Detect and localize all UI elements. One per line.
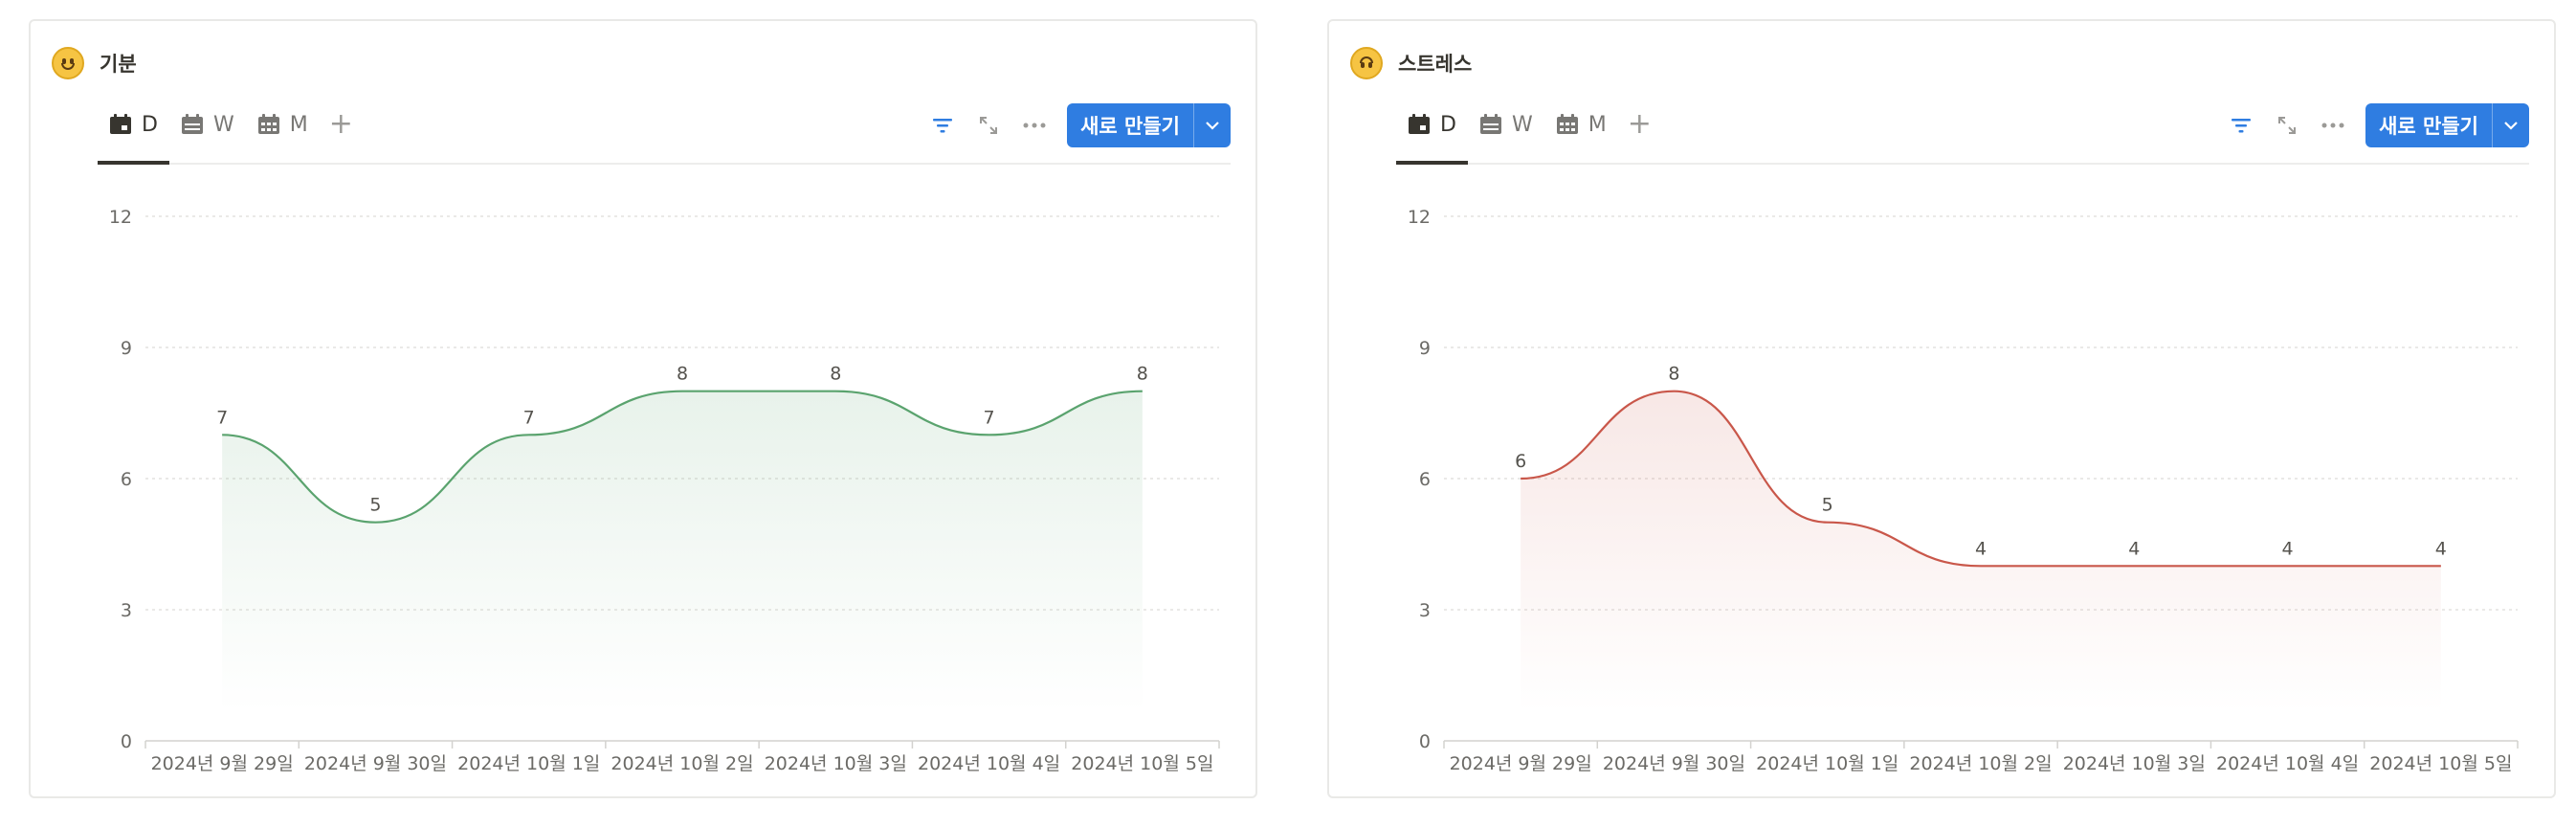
new-button-group: 새로 만들기	[2365, 103, 2529, 147]
card-header: 기분	[52, 42, 137, 84]
x-tick-label: 2024년 10월 2일	[1909, 753, 2052, 774]
x-tick-label: 2024년 10월 1일	[457, 753, 600, 774]
data-label: 8	[677, 364, 688, 385]
calendar-week-icon	[181, 114, 204, 135]
tab-month[interactable]: M	[246, 86, 320, 163]
x-tick-label: 2024년 9월 30일	[1603, 753, 1745, 774]
tab-week[interactable]: W	[169, 86, 246, 163]
card-title: 스트레스	[1398, 53, 1473, 76]
series-line	[222, 390, 1143, 524]
view-toolbar: D W M +	[1396, 86, 2529, 165]
more-options-icon[interactable]	[2312, 104, 2354, 146]
y-tick-label: 6	[121, 469, 132, 490]
data-label: 8	[1137, 364, 1148, 385]
filter-icon[interactable]	[922, 104, 964, 146]
view-tabs: D W M +	[1396, 86, 1661, 165]
calendar-day-icon	[109, 114, 132, 135]
new-button[interactable]: 새로 만들기	[1080, 115, 1180, 138]
x-tick-label: 2024년 9월 29일	[151, 753, 294, 774]
new-button[interactable]: 새로 만들기	[2379, 115, 2478, 138]
data-label: 8	[1668, 364, 1679, 385]
tab-week[interactable]: W	[1468, 86, 1544, 163]
series-area	[222, 391, 1143, 712]
stress-chart-card: 스트레스 D W M +	[1327, 19, 2556, 798]
y-tick-label: 6	[1419, 469, 1431, 490]
more-options-icon[interactable]	[1013, 104, 1055, 146]
chevron-down-icon[interactable]	[2492, 103, 2529, 147]
card-header: 스트레스	[1350, 42, 1472, 84]
y-tick-label: 12	[1408, 207, 1431, 228]
toolbar-actions: 새로 만들기	[922, 103, 1231, 147]
mood-chart-card: 기분 D W M +	[29, 19, 1257, 798]
y-tick-label: 9	[1419, 338, 1431, 359]
expand-icon[interactable]	[967, 104, 1010, 146]
chevron-down-icon[interactable]	[1193, 103, 1231, 147]
filter-icon[interactable]	[2220, 104, 2262, 146]
data-label: 8	[830, 364, 841, 385]
mood-area-chart: 0 3 6 9 12 2024년 9월 29일 2024년 9월 30일 2024년 10월 …	[109, 207, 1220, 774]
y-tick-label: 9	[121, 338, 132, 359]
x-tick-label: 2024년 9월 30일	[304, 753, 447, 774]
card-title: 기분	[100, 53, 137, 76]
tab-label: D	[1440, 112, 1456, 137]
calendar-month-icon	[257, 114, 280, 135]
tab-label: W	[212, 112, 234, 137]
add-view-button[interactable]: +	[1627, 107, 1652, 141]
data-label: 4	[2128, 538, 2140, 559]
x-tick-label: 2024년 10월 5일	[2369, 753, 2512, 774]
x-tick-label: 2024년 10월 4일	[2216, 753, 2359, 774]
tab-day[interactable]: D	[98, 86, 169, 165]
tab-month[interactable]: M	[1544, 86, 1618, 163]
x-tick-label: 2024년 10월 2일	[611, 753, 753, 774]
calendar-week-icon	[1479, 114, 1502, 135]
y-tick-label: 12	[109, 207, 132, 228]
data-label: 7	[984, 407, 995, 428]
data-label: 7	[216, 407, 228, 428]
y-tick-label: 0	[1419, 731, 1431, 752]
upside-down-face-icon	[1350, 47, 1383, 79]
tab-label: D	[142, 112, 158, 137]
x-tick-label: 2024년 10월 1일	[1756, 753, 1899, 774]
x-tick-label: 2024년 9월 29일	[1450, 753, 1592, 774]
stress-area-chart: 0 3 6 9 12 2024년 9월 29일 2024년 9월 30일 2024년 10월 …	[1408, 207, 2519, 774]
new-button-group: 새로 만들기	[1067, 103, 1231, 147]
data-label: 5	[1822, 495, 1833, 516]
view-toolbar: D W M +	[98, 86, 1231, 165]
expand-icon[interactable]	[2266, 104, 2308, 146]
calendar-day-icon	[1408, 114, 1431, 135]
add-view-button[interactable]: +	[328, 107, 353, 141]
calendar-month-icon	[1556, 114, 1579, 135]
x-tick-label: 2024년 10월 3일	[765, 753, 907, 774]
toolbar-actions: 새로 만들기	[2220, 103, 2529, 147]
slightly-smiling-face-icon	[52, 47, 84, 79]
tab-label: M	[289, 112, 308, 137]
x-tick-label: 2024년 10월 5일	[1071, 753, 1213, 774]
tab-label: W	[1511, 112, 1533, 137]
tab-label: M	[1588, 112, 1607, 137]
data-label: 4	[1975, 538, 1987, 559]
view-tabs: D W M +	[98, 86, 363, 165]
x-tick-label: 2024년 10월 4일	[918, 753, 1060, 774]
series-area	[1521, 391, 2441, 712]
data-label: 4	[2435, 538, 2447, 559]
y-tick-label: 3	[121, 600, 132, 621]
data-label: 5	[369, 495, 381, 516]
x-tick-label: 2024년 10월 3일	[2063, 753, 2206, 774]
y-tick-label: 3	[1419, 600, 1431, 621]
data-label: 7	[523, 407, 535, 428]
y-tick-label: 0	[121, 731, 132, 752]
tab-day[interactable]: D	[1396, 86, 1468, 165]
series-line	[1521, 390, 2441, 568]
data-label: 6	[1515, 451, 1526, 472]
data-label: 4	[2282, 538, 2294, 559]
